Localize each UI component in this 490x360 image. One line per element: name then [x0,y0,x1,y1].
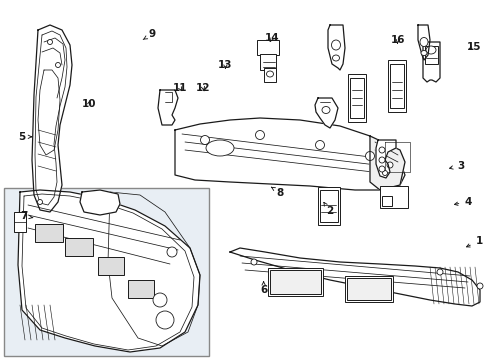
Circle shape [48,40,52,45]
Polygon shape [315,98,338,128]
Bar [320,190,338,222]
Bar [345,276,393,302]
Ellipse shape [420,37,428,46]
Circle shape [383,171,388,176]
Text: 14: 14 [265,33,279,43]
Ellipse shape [332,40,341,50]
Ellipse shape [206,140,234,156]
Circle shape [387,162,393,168]
Bar [14,212,26,232]
Polygon shape [158,90,178,125]
Bar [390,64,404,108]
Text: 10: 10 [82,99,97,109]
Text: 16: 16 [391,35,405,45]
Text: 4: 4 [455,197,472,207]
Circle shape [38,199,43,204]
Text: 12: 12 [196,83,211,93]
Bar [260,54,276,70]
Circle shape [477,283,483,289]
Text: 5: 5 [19,132,32,142]
Ellipse shape [322,107,330,113]
Polygon shape [80,190,120,215]
Bar [128,280,154,298]
Circle shape [379,157,385,163]
Polygon shape [18,190,200,352]
Circle shape [153,293,167,307]
Circle shape [200,135,210,144]
Text: 7: 7 [20,211,33,221]
Circle shape [167,247,177,257]
Text: 15: 15 [467,42,482,52]
Bar [264,68,276,82]
Bar [425,46,438,64]
Polygon shape [370,136,405,190]
Bar [4,188,209,356]
Bar [98,257,124,275]
Text: 11: 11 [173,83,188,93]
Polygon shape [328,25,345,70]
Bar [257,40,279,55]
Text: 6: 6 [260,282,267,295]
Bar [268,268,323,296]
Ellipse shape [421,50,427,55]
Circle shape [379,166,385,172]
Bar [382,196,392,206]
Bar [347,278,391,300]
Circle shape [255,131,265,140]
Bar [388,60,406,112]
Polygon shape [418,25,430,60]
Circle shape [366,152,374,161]
Ellipse shape [333,55,340,61]
Text: 2: 2 [324,202,333,216]
Text: 3: 3 [450,161,464,171]
Bar [318,187,340,225]
Polygon shape [376,140,396,178]
Text: 8: 8 [271,187,284,198]
Text: 1: 1 [466,236,483,247]
Bar [380,186,408,208]
Text: 9: 9 [143,29,155,40]
Bar [348,74,366,122]
Ellipse shape [426,46,436,54]
Bar [270,270,321,294]
Bar [350,78,364,118]
Circle shape [316,140,324,149]
Ellipse shape [267,71,273,77]
Text: 13: 13 [218,60,233,70]
Circle shape [156,311,174,329]
Bar [35,224,63,242]
Circle shape [437,269,443,275]
Circle shape [379,147,385,153]
Bar [65,238,93,256]
Polygon shape [423,42,440,82]
Circle shape [55,63,60,68]
Polygon shape [175,118,405,190]
Polygon shape [230,248,480,306]
Circle shape [251,259,257,265]
Polygon shape [32,25,72,212]
